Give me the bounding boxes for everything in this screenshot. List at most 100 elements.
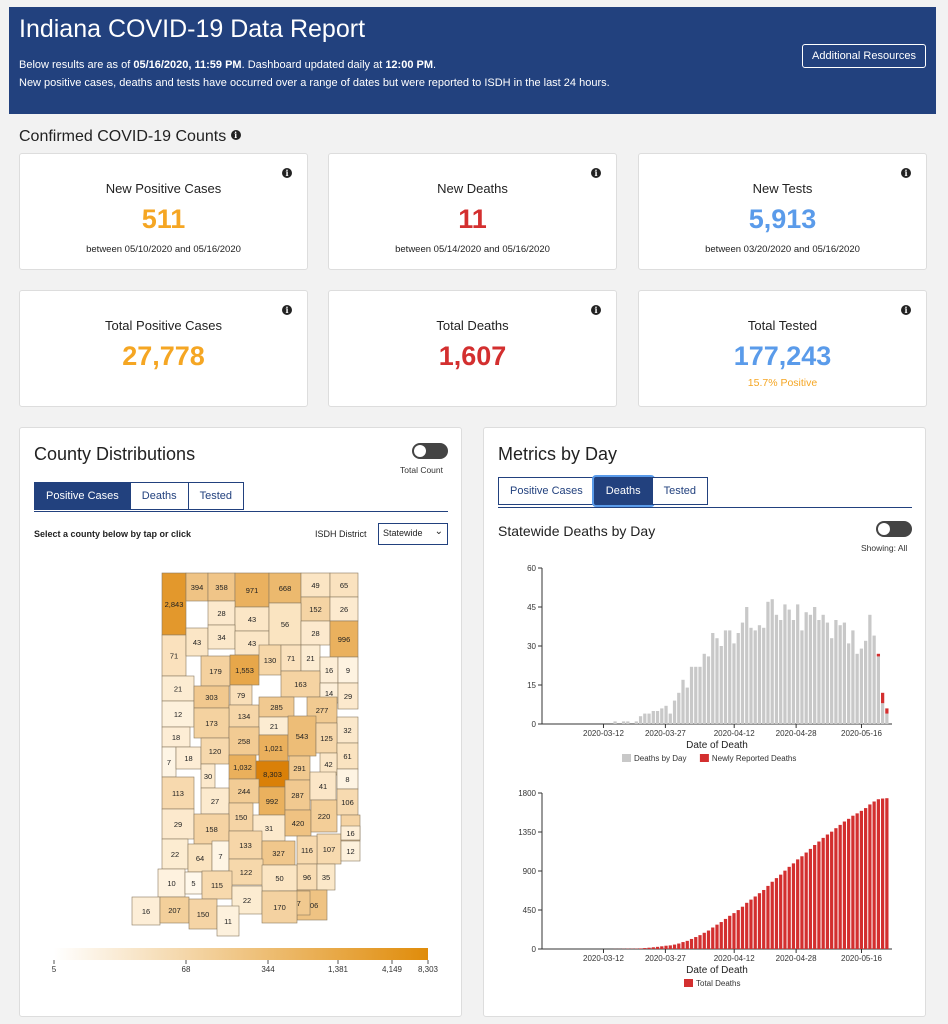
county-shape[interactable] <box>234 572 270 608</box>
district-select[interactable]: Statewide ⌄ <box>378 523 448 545</box>
county-shape[interactable] <box>187 843 213 873</box>
chart-bar <box>791 863 796 949</box>
county-shape[interactable] <box>193 707 230 739</box>
additional-resources-button[interactable]: Additional Resources <box>802 44 926 68</box>
tab-tested[interactable]: Tested <box>651 477 709 505</box>
chart-bar <box>774 878 779 949</box>
county-shape[interactable] <box>207 572 236 602</box>
county-shape[interactable] <box>340 840 361 862</box>
total-count-toggle[interactable] <box>412 443 448 459</box>
chart-bar <box>821 614 825 724</box>
county-shape[interactable] <box>261 840 296 866</box>
county-count-label: 207 <box>168 906 181 915</box>
scale-tick-label: 5 <box>52 965 57 974</box>
county-shape[interactable] <box>200 737 230 765</box>
chart-bar <box>762 889 766 949</box>
x-tick-label: 2020-03-12 <box>583 954 624 963</box>
info-icon[interactable]: i <box>591 305 601 315</box>
county-shape[interactable] <box>280 670 321 698</box>
reporting-note: New positive cases, deaths and tests hav… <box>19 77 610 89</box>
info-icon[interactable]: i <box>282 305 292 315</box>
county-count-label: 5 <box>191 879 195 888</box>
y-tick-label: 1800 <box>518 789 536 798</box>
county-shape[interactable] <box>201 870 233 900</box>
chart-bar <box>842 821 847 949</box>
county-shape[interactable] <box>309 771 337 801</box>
county-count-label: 7 <box>167 758 171 767</box>
county-shape[interactable] <box>234 606 270 632</box>
county-count-label: 220 <box>318 812 331 821</box>
chart-bar <box>613 721 617 724</box>
chart-bar <box>668 713 672 724</box>
info-icon[interactable]: i <box>901 305 911 315</box>
county-shape[interactable] <box>161 700 195 728</box>
legend-label: Newly Reported Deaths <box>712 754 796 763</box>
county-shape[interactable] <box>287 715 317 757</box>
x-tick-label: 2020-04-12 <box>714 954 755 963</box>
tab-deaths[interactable]: Deaths <box>593 477 653 505</box>
county-shape[interactable] <box>161 838 189 870</box>
tab-positive-cases[interactable]: Positive Cases <box>498 477 595 505</box>
chart-bar <box>728 630 732 724</box>
county-shape[interactable] <box>207 624 236 650</box>
county-shape[interactable] <box>161 808 195 840</box>
county-count-label: 133 <box>239 841 252 850</box>
county-count-label: 28 <box>217 609 225 618</box>
tab-positive-cases[interactable]: Positive Cases <box>34 482 131 510</box>
county-count-label: 35 <box>322 873 330 882</box>
county-count-label: 28 <box>311 629 319 638</box>
info-icon[interactable]: i <box>282 168 292 178</box>
chart-bar <box>655 711 660 724</box>
county-count-label: 120 <box>209 747 222 756</box>
chart-bar <box>796 604 800 724</box>
county-shape[interactable] <box>216 905 240 937</box>
county-shape[interactable] <box>228 778 260 804</box>
county-shape[interactable] <box>161 572 187 636</box>
county-shape[interactable] <box>340 825 361 841</box>
county-count-label: 327 <box>272 849 285 858</box>
county-shape[interactable] <box>200 655 231 687</box>
county-count-label: 173 <box>205 719 218 728</box>
chart-bar <box>881 798 885 949</box>
county-shape[interactable] <box>337 682 359 710</box>
county-shape[interactable] <box>329 620 359 658</box>
district-select-value: Statewide <box>383 528 423 538</box>
chart-bar <box>876 799 881 949</box>
chart-bar <box>736 633 740 724</box>
county-shape[interactable] <box>310 799 338 833</box>
county-shape[interactable] <box>255 760 290 788</box>
info-icon[interactable]: i <box>591 168 601 178</box>
y-tick-label: 0 <box>532 945 537 954</box>
chart-bar <box>753 896 757 949</box>
county-shape[interactable] <box>228 830 263 860</box>
county-count-label: 7 <box>218 852 222 861</box>
chart-bar <box>745 607 749 724</box>
county-shape[interactable] <box>193 813 230 845</box>
county-shape[interactable] <box>329 596 359 622</box>
chart-bar <box>770 599 774 724</box>
info-icon[interactable]: i <box>901 168 911 178</box>
county-shape[interactable] <box>228 858 264 886</box>
info-icon[interactable]: i <box>230 130 241 140</box>
chart-bar <box>787 609 791 724</box>
county-shape[interactable] <box>161 776 195 810</box>
showing-all-toggle[interactable] <box>876 521 912 537</box>
county-shape[interactable] <box>261 890 298 924</box>
county-count-label: 996 <box>338 635 351 644</box>
county-shape[interactable] <box>159 896 190 924</box>
county-count-label: 285 <box>270 703 283 712</box>
county-shape[interactable] <box>157 868 186 898</box>
legend-swatch <box>699 754 709 762</box>
county-shape[interactable] <box>229 654 260 686</box>
chart-bar <box>808 614 813 724</box>
tab-deaths[interactable]: Deaths <box>129 482 189 510</box>
county-shape[interactable] <box>268 602 302 646</box>
county-count-label: 150 <box>235 813 248 822</box>
county-shape[interactable] <box>284 809 312 837</box>
card-value: 5,913 <box>748 204 817 234</box>
chart-bar <box>851 630 855 724</box>
tab-tested[interactable]: Tested <box>187 482 245 510</box>
county-shape[interactable] <box>284 779 311 811</box>
counts-title-text: Confirmed COVID-19 Counts <box>19 128 227 145</box>
